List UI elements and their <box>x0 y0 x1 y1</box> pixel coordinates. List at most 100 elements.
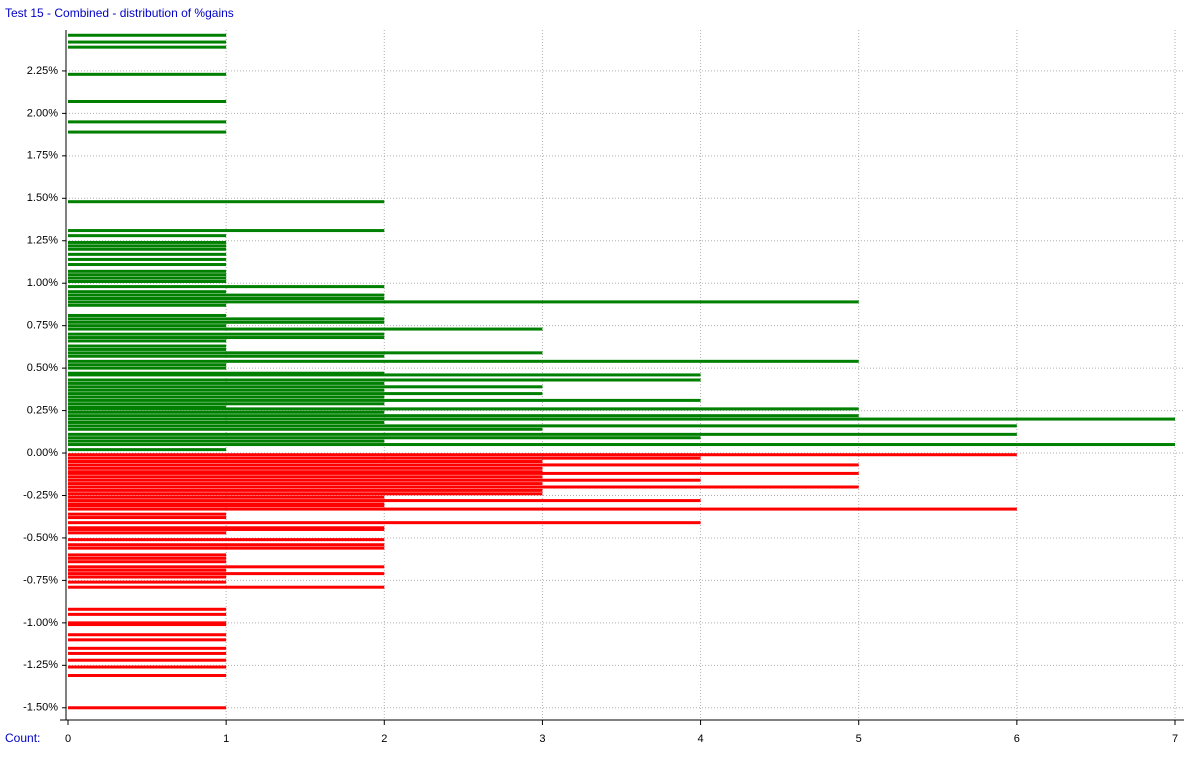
bar <box>68 336 385 340</box>
y-tick-label: 0.50% <box>27 362 58 374</box>
bar <box>68 538 385 542</box>
bar <box>68 502 385 506</box>
bar <box>68 512 227 516</box>
bar <box>68 327 543 331</box>
bar <box>68 521 701 525</box>
y-tick-label: 2.00% <box>27 107 58 119</box>
x-tick-label: 0 <box>65 733 71 745</box>
bar <box>68 280 227 284</box>
chart-title: Test 15 - Combined - distribution of %ga… <box>5 6 234 20</box>
bar <box>68 495 385 499</box>
bar <box>68 244 227 248</box>
bar <box>68 200 385 204</box>
y-tick-label: 1.00% <box>27 277 58 289</box>
bar <box>68 526 385 530</box>
bar <box>68 363 227 367</box>
bar <box>68 565 385 569</box>
bar <box>68 402 385 406</box>
bar <box>68 623 227 627</box>
bar <box>68 72 227 76</box>
bar <box>68 414 859 418</box>
bar <box>68 460 543 464</box>
y-tick-label: -1.00% <box>23 617 58 629</box>
bar <box>68 290 227 294</box>
bar <box>68 471 859 475</box>
bar <box>68 612 227 616</box>
bar <box>68 371 385 375</box>
bar <box>68 607 227 611</box>
bar <box>68 543 385 547</box>
bar <box>68 257 227 261</box>
y-tick-label: -1.25% <box>23 659 58 671</box>
bar <box>68 285 385 289</box>
bar <box>68 633 227 637</box>
bar <box>68 420 385 424</box>
bar <box>68 344 227 348</box>
bar <box>68 448 227 452</box>
bar <box>68 585 385 589</box>
bar <box>68 293 385 297</box>
y-tick-label: -0.50% <box>23 532 58 544</box>
bar <box>68 300 859 304</box>
bars <box>68 33 1175 710</box>
bar <box>68 443 1175 447</box>
bar <box>68 385 543 389</box>
bar <box>68 40 227 44</box>
bar <box>68 351 543 355</box>
y-tick-label: 1.75% <box>27 150 58 162</box>
bar <box>68 317 385 321</box>
y-tick-label: -1.50% <box>23 702 58 714</box>
bar <box>68 507 1017 511</box>
bar <box>68 276 227 280</box>
bar <box>68 373 701 377</box>
bar <box>68 575 227 579</box>
bar <box>68 453 1017 457</box>
y-tick-label: 0.00% <box>27 447 58 459</box>
bar <box>68 395 385 399</box>
y-tick-label: 2.25% <box>27 65 58 77</box>
bar <box>68 417 1175 421</box>
y-tick-label: 0.75% <box>27 320 58 332</box>
bar <box>68 296 385 300</box>
bar <box>68 320 385 324</box>
x-axis-label: Count: <box>5 731 40 745</box>
bar <box>68 706 227 710</box>
bar <box>68 45 227 49</box>
bar <box>68 234 227 238</box>
bar <box>68 392 543 396</box>
bar <box>68 456 701 460</box>
bar <box>68 378 701 382</box>
bar <box>68 313 227 317</box>
y-tick-label: 0.25% <box>27 404 58 416</box>
x-tick-label: 6 <box>1014 733 1020 745</box>
bar <box>68 99 227 103</box>
bar <box>68 482 543 486</box>
bar <box>68 646 227 650</box>
x-tick-label: 1 <box>223 733 229 745</box>
bar <box>68 303 227 307</box>
bar <box>68 674 227 678</box>
bar <box>68 665 227 669</box>
bar <box>68 263 227 267</box>
bar <box>68 572 385 576</box>
bar <box>68 405 227 409</box>
bar <box>68 398 701 402</box>
y-tick-label: -0.75% <box>23 574 58 586</box>
bar <box>68 120 227 124</box>
bar <box>68 388 385 392</box>
bar <box>68 658 227 662</box>
x-tick-label: 5 <box>856 733 862 745</box>
x-tick-label: 7 <box>1172 733 1178 745</box>
bar <box>68 527 385 531</box>
bar <box>68 492 543 496</box>
bar <box>68 359 859 363</box>
bar <box>68 366 227 370</box>
bar <box>68 546 385 550</box>
bar <box>68 247 227 251</box>
bar <box>68 252 227 256</box>
bar <box>68 516 227 520</box>
bar <box>68 478 701 482</box>
bar <box>68 463 859 467</box>
bar <box>68 347 227 351</box>
